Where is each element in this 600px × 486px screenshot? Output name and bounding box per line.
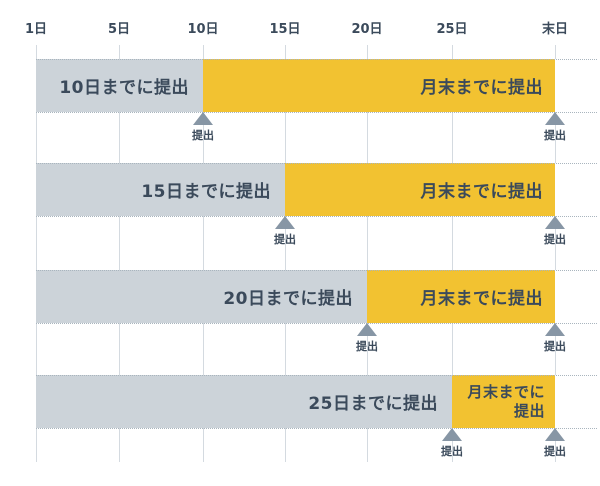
bar-row3-gray: 20日までに提出 [36, 270, 367, 323]
axis-tick-label-10: 10日 [187, 22, 219, 37]
gridline [555, 428, 556, 462]
gridline [119, 45, 120, 59]
bar-row3-yellow: 月末までに提出 [367, 270, 555, 323]
triangle-up-icon [193, 112, 213, 125]
gridline [203, 45, 204, 59]
gridline [285, 323, 286, 375]
bar-row2-gray-label: 15日までに提出 [141, 182, 271, 202]
dotted-rule [36, 270, 597, 271]
axis-tick-label-25: 25日 [436, 22, 468, 37]
axis-tick-label-15: 15日 [269, 22, 301, 37]
gridline [285, 428, 286, 462]
gridline [452, 112, 453, 163]
gridline [285, 216, 286, 270]
gridline [203, 112, 204, 163]
bar-row1-gray: 10日までに提出 [36, 59, 203, 112]
gridline [119, 112, 120, 163]
gridline [367, 45, 368, 59]
dotted-rule [36, 216, 597, 217]
marker-row1-mid-label: 提出 [192, 129, 214, 142]
gridline [119, 428, 120, 462]
gridline [367, 216, 368, 270]
dotted-rule [36, 59, 597, 60]
marker-row2-mid: 提出 [274, 216, 296, 247]
gridline [36, 112, 37, 163]
marker-row4-mid: 提出 [441, 428, 463, 459]
gridline [119, 216, 120, 270]
triangle-up-icon [545, 216, 565, 229]
gridline [203, 216, 204, 270]
dotted-rule [36, 428, 597, 429]
marker-row4-mid-label: 提出 [441, 445, 463, 458]
marker-row3-mid: 提出 [356, 323, 378, 354]
gridline [452, 216, 453, 270]
bar-row4-yellow-label: 月末までに提出 [467, 382, 545, 420]
bar-row2-gray: 15日までに提出 [36, 163, 285, 216]
triangle-up-icon [357, 323, 377, 336]
gridline [452, 428, 453, 462]
triangle-up-icon [545, 323, 565, 336]
gridline [555, 323, 556, 375]
marker-row4-end: 提出 [544, 428, 566, 459]
bar-row4-yellow: 月末までに提出 [452, 375, 555, 428]
gridline [203, 323, 204, 375]
triangle-up-icon [442, 428, 462, 441]
axis-tick-label-5: 5日 [107, 22, 131, 37]
marker-row3-mid-label: 提出 [356, 340, 378, 353]
bar-row2-yellow-label: 月末までに提出 [420, 182, 543, 202]
gridline [36, 323, 37, 375]
gridline [285, 112, 286, 163]
marker-row3-end-label: 提出 [544, 340, 566, 353]
gridline [555, 112, 556, 163]
dotted-rule [36, 112, 597, 113]
marker-row1-end: 提出 [544, 112, 566, 143]
marker-row4-end-label: 提出 [544, 445, 566, 458]
axis-tick-label-1: 1日 [24, 22, 48, 37]
gridline [452, 45, 453, 59]
gridline [367, 112, 368, 163]
dotted-rule [36, 375, 597, 376]
gridline [203, 428, 204, 462]
bar-row3-gray-label: 20日までに提出 [223, 289, 353, 309]
gridline [367, 428, 368, 462]
gridline [119, 323, 120, 375]
marker-row3-end: 提出 [544, 323, 566, 354]
gridline [36, 45, 37, 59]
marker-row2-mid-label: 提出 [274, 233, 296, 246]
axis-tick-label-20: 20日 [351, 22, 383, 37]
triangle-up-icon [545, 428, 565, 441]
dotted-rule [36, 323, 597, 324]
bar-row2-yellow: 月末までに提出 [285, 163, 555, 216]
gridline [36, 428, 37, 462]
gridline [285, 45, 286, 59]
bar-row4-gray-label: 25日までに提出 [308, 394, 438, 414]
marker-row1-mid: 提出 [192, 112, 214, 143]
axis-tick-label-last: 末日 [541, 22, 569, 37]
triangle-up-icon [275, 216, 295, 229]
gridline [36, 216, 37, 270]
gridline [367, 323, 368, 375]
gridline [555, 216, 556, 270]
bar-row1-yellow-label: 月末までに提出 [420, 78, 543, 98]
marker-row1-end-label: 提出 [544, 129, 566, 142]
bar-row1-gray-label: 10日までに提出 [59, 78, 189, 98]
marker-row2-end: 提出 [544, 216, 566, 247]
dotted-rule [36, 163, 597, 164]
marker-row2-end-label: 提出 [544, 233, 566, 246]
bar-row1-yellow: 月末までに提出 [203, 59, 555, 112]
bar-row3-yellow-label: 月末までに提出 [420, 289, 543, 309]
gridline [452, 323, 453, 375]
triangle-up-icon [545, 112, 565, 125]
gridline [555, 45, 556, 59]
bar-row4-gray: 25日までに提出 [36, 375, 452, 428]
